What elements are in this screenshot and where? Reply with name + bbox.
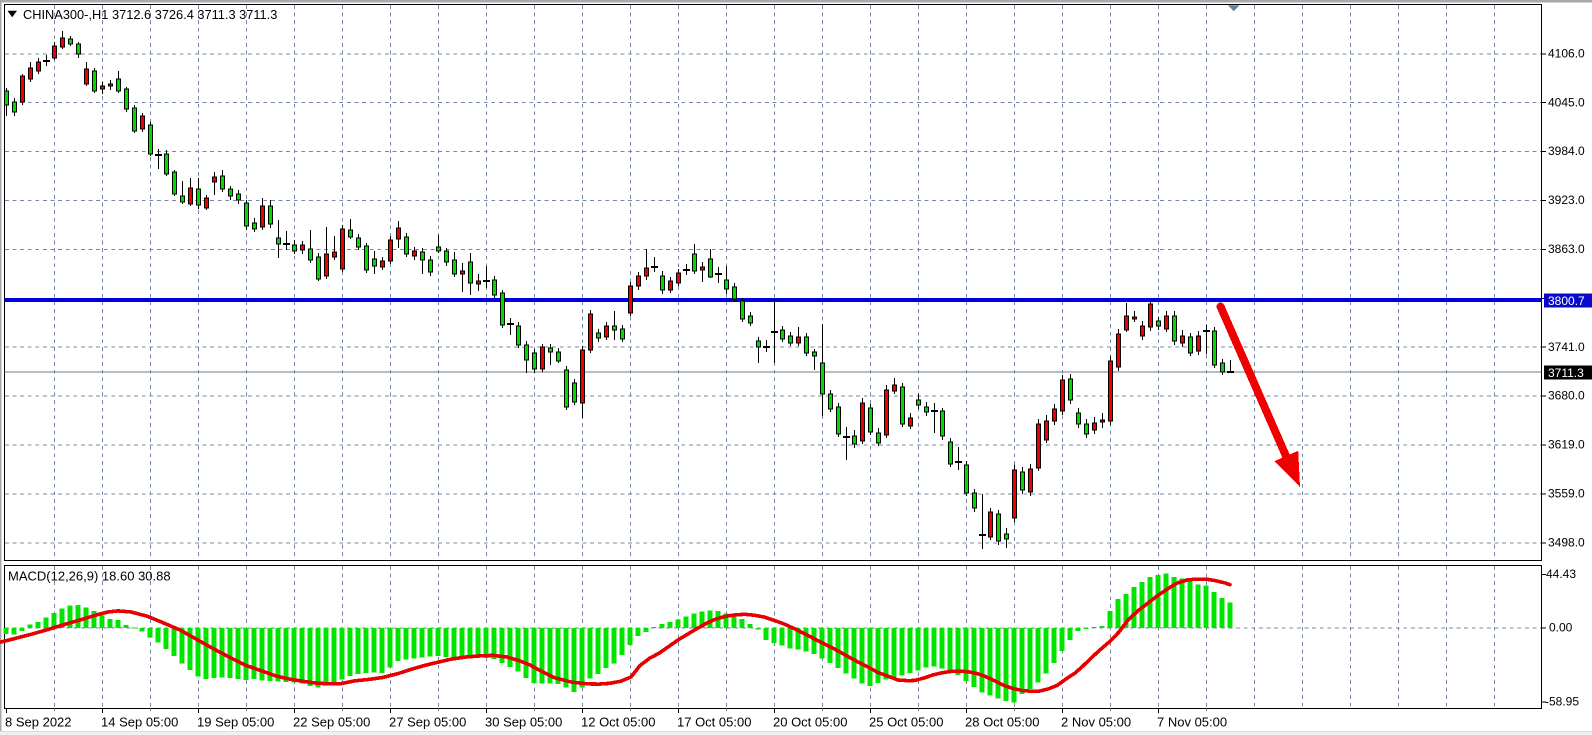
svg-text:12 Oct 05:00: 12 Oct 05:00 — [581, 715, 655, 730]
svg-text:CHINA300-,H1: CHINA300-,H1 — [23, 7, 108, 22]
svg-text:27 Sep 05:00: 27 Sep 05:00 — [389, 715, 466, 730]
svg-text:8 Sep 2022: 8 Sep 2022 — [5, 715, 72, 730]
svg-text:-58.95: -58.95 — [1545, 695, 1579, 709]
svg-text:28 Oct 05:00: 28 Oct 05:00 — [965, 715, 1039, 730]
svg-text:3711.3: 3711.3 — [1548, 366, 1584, 380]
svg-text:3619.0: 3619.0 — [1548, 438, 1585, 452]
svg-text:19 Sep 05:00: 19 Sep 05:00 — [197, 715, 274, 730]
svg-text:3800.7: 3800.7 — [1548, 294, 1585, 308]
svg-text:3712.6 3726.4 3711.3 3711.3: 3712.6 3726.4 3711.3 3711.3 — [112, 7, 277, 22]
svg-text:14 Sep 05:00: 14 Sep 05:00 — [101, 715, 178, 730]
svg-text:17 Oct 05:00: 17 Oct 05:00 — [677, 715, 751, 730]
svg-text:3741.0: 3741.0 — [1548, 340, 1585, 354]
svg-text:3923.0: 3923.0 — [1548, 193, 1585, 207]
svg-text:4045.0: 4045.0 — [1548, 95, 1585, 109]
svg-text:3984.0: 3984.0 — [1548, 144, 1585, 158]
svg-text:4106.0: 4106.0 — [1548, 46, 1585, 60]
svg-text:0.00: 0.00 — [1549, 621, 1573, 635]
svg-text:30 Sep 05:00: 30 Sep 05:00 — [485, 715, 562, 730]
svg-text:2 Nov 05:00: 2 Nov 05:00 — [1061, 715, 1131, 730]
svg-text:3559.0: 3559.0 — [1548, 487, 1585, 501]
svg-text:3680.0: 3680.0 — [1548, 389, 1585, 403]
svg-text:3498.0: 3498.0 — [1548, 535, 1585, 549]
svg-text:7 Nov 05:00: 7 Nov 05:00 — [1157, 715, 1227, 730]
svg-text:20 Oct 05:00: 20 Oct 05:00 — [773, 715, 847, 730]
svg-text:25 Oct 05:00: 25 Oct 05:00 — [869, 715, 943, 730]
svg-text:3863.0: 3863.0 — [1548, 242, 1585, 256]
svg-text:MACD(12,26,9) 18.60 30.88: MACD(12,26,9) 18.60 30.88 — [8, 569, 171, 584]
svg-text:44.43: 44.43 — [1546, 567, 1576, 581]
svg-text:22 Sep 05:00: 22 Sep 05:00 — [293, 715, 370, 730]
